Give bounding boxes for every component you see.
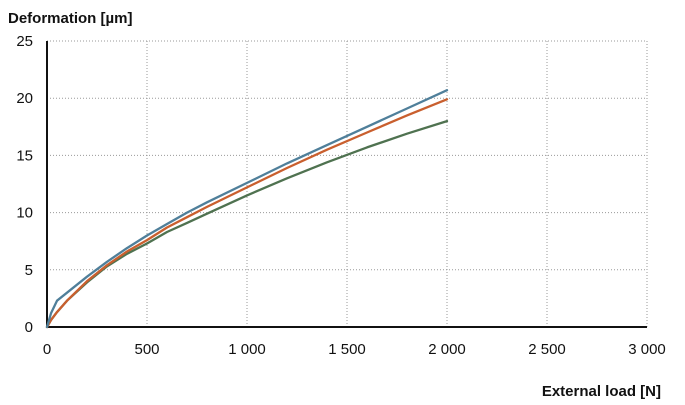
- axes: [46, 41, 647, 328]
- x-tick-labels: 0 500 1 000 1 500 2 000 2 500 3 000: [43, 341, 666, 358]
- x-tick-label: 1 000: [228, 341, 266, 358]
- y-axis-title: Deformation [µm]: [8, 10, 132, 27]
- y-tick-label: 15: [16, 147, 33, 164]
- series-lines: [45, 89, 449, 329]
- x-tick-label: 500: [134, 341, 159, 358]
- x-axis-title: External load [N]: [542, 383, 661, 400]
- y-tick-labels: 0 5 10 15 20 25: [16, 33, 33, 336]
- x-tick-label: 2 500: [528, 341, 566, 358]
- series-line-2: [45, 98, 449, 329]
- x-tick-label: 0: [43, 341, 51, 358]
- y-tick-label: 25: [16, 33, 33, 50]
- series-line-1: [45, 89, 449, 329]
- x-tick-label: 2 000: [428, 341, 466, 358]
- x-tick-label: 1 500: [328, 341, 366, 358]
- y-tick-label: 5: [25, 262, 33, 279]
- y-tick-label: 20: [16, 90, 33, 107]
- x-tick-label: 3 000: [628, 341, 666, 358]
- grid: [47, 40, 648, 327]
- y-tick-label: 0: [25, 319, 33, 336]
- y-tick-label: 10: [16, 205, 33, 222]
